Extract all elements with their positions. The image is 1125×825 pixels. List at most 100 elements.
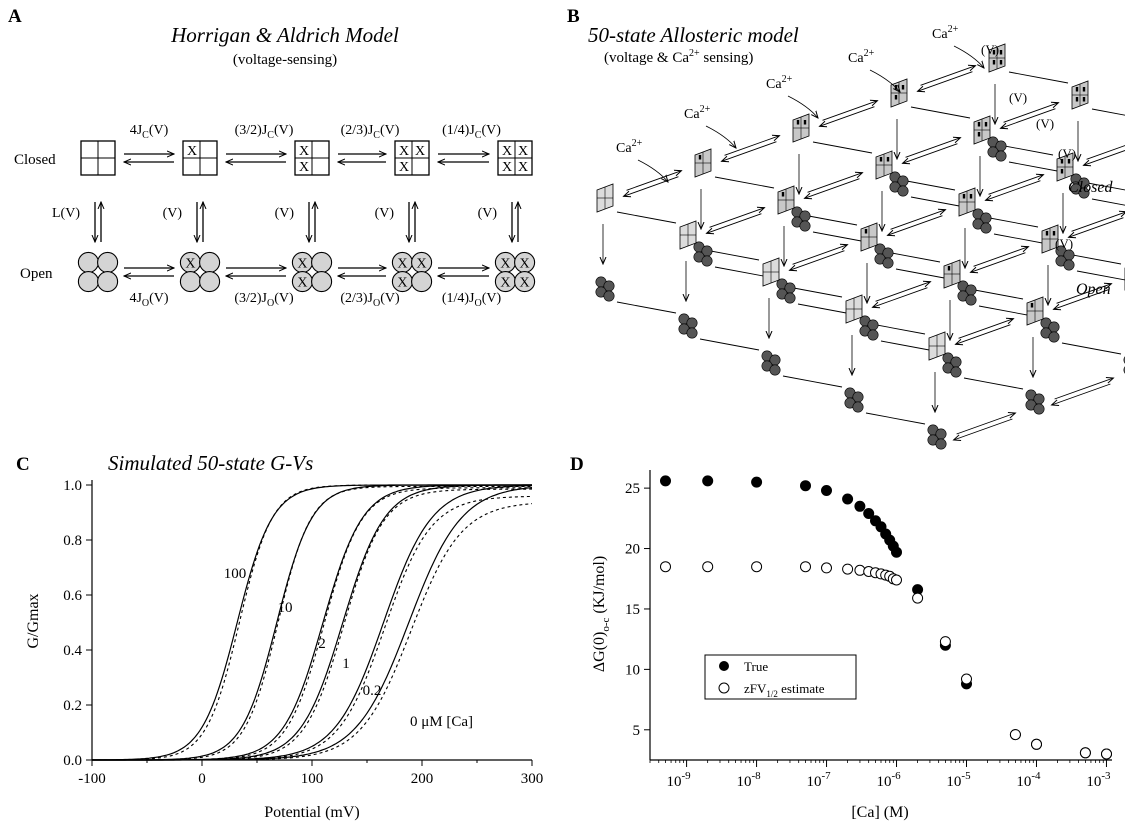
open-rate-label: 4JO(V) xyxy=(129,291,168,309)
panel-b: B 50-state Allosteric model (voltage & C… xyxy=(567,6,1125,450)
y-tick-label: 15 xyxy=(625,602,640,618)
open-subunit xyxy=(97,251,119,273)
x-tick-label: 200 xyxy=(411,771,434,787)
active-sensor-mark: X xyxy=(297,256,307,271)
y-tick-label: 0.8 xyxy=(63,533,82,549)
x-tick-label: 10-9 xyxy=(667,770,692,790)
true-point xyxy=(660,475,671,487)
active-sensor-mark: X xyxy=(297,276,307,291)
active-sensor-mark: X xyxy=(520,256,530,271)
ca-bound-mark xyxy=(879,157,883,162)
panel-c: C Simulated 50-state G-Vs 0.0 0.2 0.4 0.6 0.… xyxy=(16,451,543,821)
ca-bound-mark xyxy=(977,122,981,127)
legend-true-label: True xyxy=(744,659,768,674)
active-sensor-mark: X xyxy=(397,276,407,291)
c-ylabel: G/Gmax xyxy=(25,593,42,648)
voltage-connection xyxy=(714,176,775,189)
ca-bound-mark xyxy=(1060,169,1064,174)
curve-label: 100 xyxy=(224,566,247,582)
panel-c-title: Simulated 50-state G-Vs xyxy=(108,451,313,475)
open-state-subunit xyxy=(1048,331,1060,343)
y-tick-label: 10 xyxy=(625,662,640,678)
ca-unbinding-arrow xyxy=(1054,289,1109,310)
x-tick-label: 10-3 xyxy=(1086,770,1111,790)
ca-unbinding-arrow xyxy=(1069,217,1124,238)
y-tick-label: 20 xyxy=(625,542,640,558)
ca-bound-mark xyxy=(1075,97,1079,102)
d-ylabel: ΔG(0)o-c (KJ/mol) xyxy=(591,556,612,672)
closed-rate-label: (3/2)JC(V) xyxy=(235,123,294,141)
ca-unbinding-arrow xyxy=(956,324,1011,345)
open-rate-label: (3/2)JO(V) xyxy=(234,291,294,309)
voltage-connection xyxy=(1061,342,1122,355)
ca-bound-mark xyxy=(1030,303,1034,308)
ca-unbinding-arrow xyxy=(971,252,1026,273)
ca-bound-mark xyxy=(992,60,996,65)
ca-unbinding-arrow xyxy=(873,287,928,308)
voltage-connection xyxy=(616,211,677,224)
active-sensor-mark: X xyxy=(518,160,528,175)
x-tick-label: 100 xyxy=(301,771,324,787)
estimate-point xyxy=(660,561,671,573)
estimate-point xyxy=(800,561,811,573)
open-subunit xyxy=(514,271,536,293)
estimate-point xyxy=(912,592,924,604)
x-tick-label: 10-6 xyxy=(876,770,901,790)
ca-unbinding-arrow xyxy=(820,106,875,127)
voltage-connection xyxy=(1008,71,1069,84)
open-subunit xyxy=(311,251,333,273)
ca-unbinding-arrow xyxy=(954,418,1013,440)
ca-bound-mark xyxy=(947,266,951,271)
estimate-point xyxy=(821,562,832,574)
ca-curved-arrow xyxy=(953,45,984,68)
panel-a-subtitle: (voltage-sensing) xyxy=(233,52,337,68)
ca-bound-mark xyxy=(984,122,988,127)
voltage-label: (V) xyxy=(1058,146,1076,161)
vertical-rate-label: (V) xyxy=(163,206,183,221)
ca-bound-mark xyxy=(886,157,890,162)
active-sensor-mark: X xyxy=(415,144,425,159)
y-tick-label: 0.2 xyxy=(63,698,82,714)
ca-bound-mark xyxy=(894,95,898,100)
open-rate-label: (2/3)JO(V) xyxy=(340,291,400,309)
ca-unbinding-arrow xyxy=(986,180,1041,201)
active-sensor-mark: X xyxy=(500,276,510,291)
open-state-subunit xyxy=(950,366,962,378)
ca-bound-mark xyxy=(999,50,1003,55)
ca-bound-mark xyxy=(1082,97,1086,102)
curve-label: 0.2 xyxy=(363,683,382,699)
open-state-subunit xyxy=(701,255,713,267)
panel-b-letter: B xyxy=(567,6,580,27)
vertical-rate-label: (V) xyxy=(478,206,498,221)
ca-bound-mark xyxy=(1075,87,1079,92)
open-state-subunit xyxy=(799,220,811,232)
open-state-subunit xyxy=(1033,403,1045,415)
true-point xyxy=(863,508,875,519)
ca-unbinding-arrow xyxy=(707,213,762,234)
closed-row-label: Closed xyxy=(14,152,56,168)
voltage-label: (V) xyxy=(1036,116,1054,131)
b-closed-label: Closed xyxy=(1068,179,1113,196)
ca-binding-arrow xyxy=(875,282,931,302)
ca-binding-arrow xyxy=(1054,378,1114,400)
ca-binding-arrow xyxy=(626,171,682,191)
open-state-subunit xyxy=(897,185,909,197)
open-subunit xyxy=(77,271,99,293)
b-open-label: Open xyxy=(1076,281,1111,298)
curve-label: 2 xyxy=(318,636,326,652)
active-sensor-mark: X xyxy=(417,256,427,271)
active-sensor-mark: X xyxy=(518,144,528,159)
legend-estimate-label: zFV1/2 estimate xyxy=(744,681,825,699)
estimate-point xyxy=(939,636,951,648)
legend-estimate-marker xyxy=(718,682,730,694)
ca-curved-arrow xyxy=(869,69,900,92)
open-subunit xyxy=(411,271,433,293)
open-subunit xyxy=(77,251,99,273)
ca-label: Ca2+ xyxy=(848,48,875,66)
ca-bound-mark xyxy=(901,85,905,90)
voltage-connection xyxy=(1091,108,1125,116)
ca-binding-arrow xyxy=(1056,284,1112,304)
ca-unbinding-arrow xyxy=(1084,150,1125,166)
